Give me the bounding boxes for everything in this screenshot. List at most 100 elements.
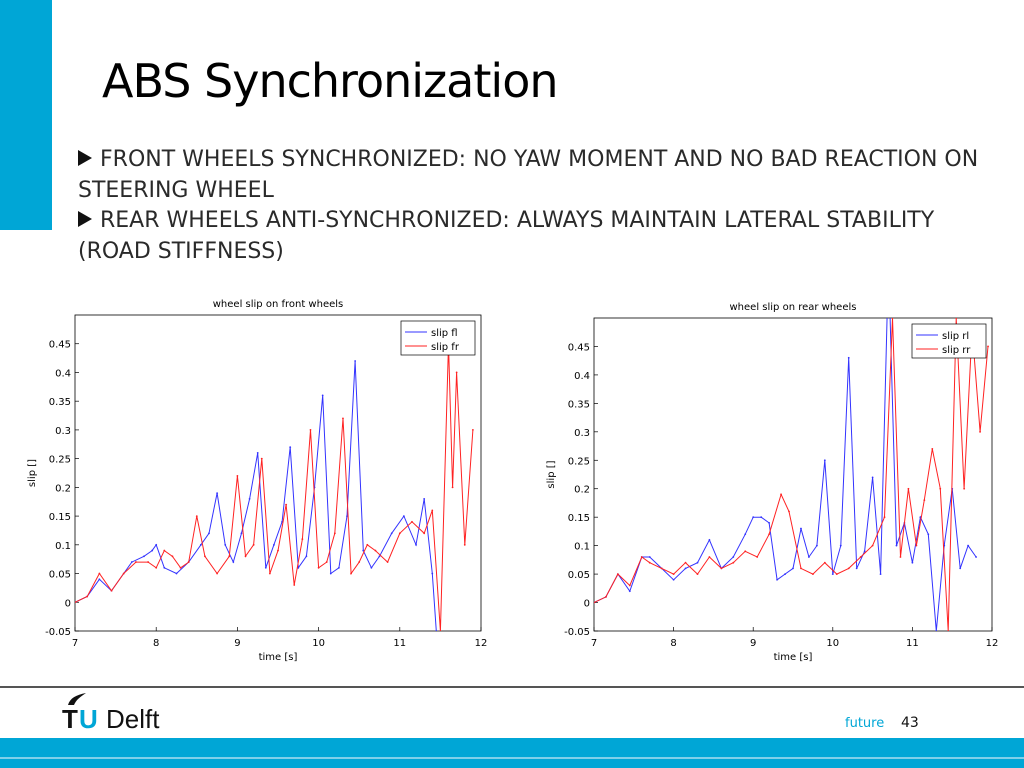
bullet-text: REAR WHEELS ANTI-SYNCHRONIZED: ALWAYS MA… [78,208,935,264]
data-point [171,555,174,558]
x-tick-label: 9 [234,638,240,649]
data-point [808,556,810,558]
y-tick-label: 0.4 [55,368,71,379]
data-point [605,595,607,598]
y-tick-label: 0 [65,598,71,609]
y-tick-label: 0.1 [55,541,71,552]
data-point [366,543,369,546]
bullet-item: FRONT WHEELS SYNCHRONIZED: NO YAW MOMENT… [78,144,998,206]
x-tick-label: 10 [312,638,325,649]
data-point [628,584,631,587]
footer-divider [0,686,1024,688]
data-point [835,573,838,575]
x-tick-label: 7 [72,638,78,649]
data-point [155,566,158,569]
data-point [648,556,651,558]
data-point [931,447,934,450]
footer-word: future [845,716,885,731]
data-point [959,567,962,570]
data-point [839,544,842,547]
data-point [268,572,271,575]
data-point [768,533,771,536]
data-point [147,561,149,563]
plot-series-group [594,318,989,631]
data-point [879,573,882,575]
x-tick-label: 12 [986,638,999,649]
x-tick-label: 11 [906,638,919,649]
data-point [260,457,263,460]
data-point [987,345,989,348]
data-point [732,561,735,564]
data-point [402,515,405,517]
data-point [305,555,308,558]
data-point [684,561,687,564]
footer-strip-line [0,757,1024,759]
data-point [390,532,393,535]
x-tick-label: 11 [393,638,406,649]
data-point [248,497,251,500]
data-point [855,567,858,570]
data-point [800,567,802,570]
data-point [672,578,675,581]
data-point [831,573,834,575]
data-point [439,630,442,631]
page-number: 43 [901,715,919,731]
y-tick-label: 0.25 [49,455,71,466]
y-tick-label: 0 [584,599,590,610]
plot-frame [593,317,993,632]
data-point [163,549,166,552]
data-point [374,549,377,552]
data-point [301,538,304,540]
data-point [273,543,275,546]
data-point [871,544,874,547]
data-point [911,561,914,564]
data-point [216,572,219,575]
data-point [199,543,202,546]
slide-title: ABS Synchronization [102,54,558,108]
legend-label: slip fl [431,328,458,339]
data-point [110,589,113,592]
data-point [640,556,643,558]
data-point [823,561,826,564]
data-point [955,318,958,319]
data-point [784,573,786,575]
data-point [143,555,145,558]
data-point [660,567,663,570]
legend-label: slip rr [942,345,971,356]
chart-title: wheel slip on rear wheels [730,302,857,313]
data-point [859,556,862,558]
data-point [195,515,198,517]
y-tick-label: 0.4 [574,371,590,382]
data-point [967,544,970,547]
data-point [800,527,802,530]
front-wheel-slip-chart: wheel slip on front wheels 7 8 9 10 11 12 -0.05… [27,299,487,663]
data-point [760,516,763,519]
data-point [98,578,101,581]
data-point [947,630,950,631]
y-tick-label: 0.25 [568,456,590,467]
y-tick-label: 0.3 [55,426,71,437]
data-point [863,550,866,553]
data-point [975,556,977,558]
y-tick-label: 0.2 [574,485,590,496]
data-point [411,520,413,523]
data-point [871,476,874,479]
data-point [915,544,918,547]
y-tick-label: 0.05 [49,570,71,581]
data-point [187,561,190,563]
data-point [228,555,231,558]
data-point [895,544,898,547]
data-point [899,556,902,558]
data-point [163,566,166,569]
data-point [939,487,942,490]
x-axis-label: time [s] [774,652,813,663]
data-point [792,567,794,570]
data-point [696,561,699,564]
data-point [768,521,771,524]
data-point [289,446,292,449]
data-point [979,430,981,433]
data-point [907,487,910,490]
data-point [122,572,125,575]
data-point [788,510,790,513]
x-axis-label: time [s] [259,652,298,663]
